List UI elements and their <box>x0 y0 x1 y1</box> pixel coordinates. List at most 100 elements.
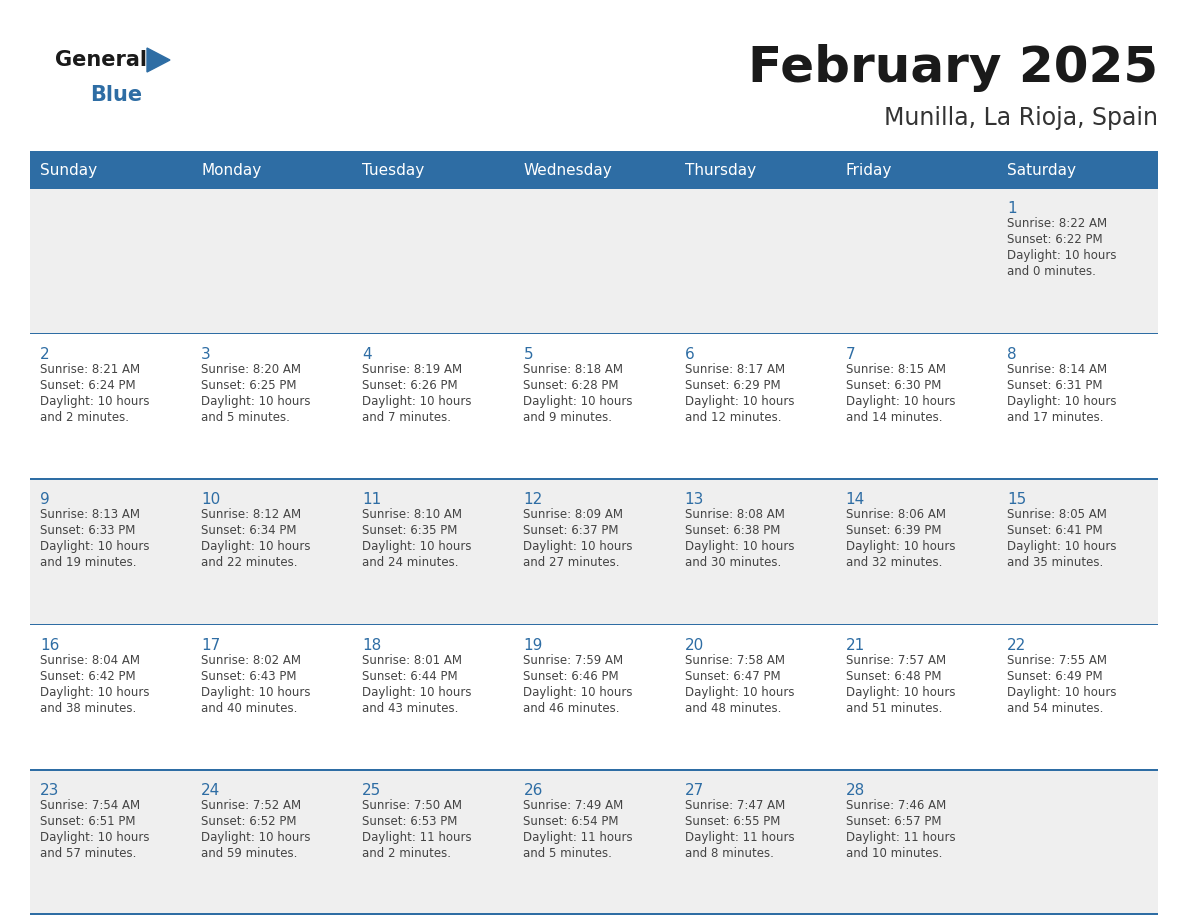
Text: February 2025: February 2025 <box>748 44 1158 92</box>
Bar <box>835 155 997 187</box>
Text: Daylight: 10 hours: Daylight: 10 hours <box>40 686 150 699</box>
Text: Daylight: 10 hours: Daylight: 10 hours <box>684 686 794 699</box>
Text: Daylight: 10 hours: Daylight: 10 hours <box>846 395 955 408</box>
Bar <box>30 187 1158 188</box>
Text: and 38 minutes.: and 38 minutes. <box>40 701 137 715</box>
Text: 18: 18 <box>362 638 381 653</box>
Text: Daylight: 10 hours: Daylight: 10 hours <box>684 395 794 408</box>
Text: and 59 minutes.: and 59 minutes. <box>201 847 297 860</box>
Text: 14: 14 <box>846 492 865 508</box>
Bar <box>675 155 835 187</box>
Text: Sunrise: 8:02 AM: Sunrise: 8:02 AM <box>201 654 301 666</box>
Text: Blue: Blue <box>90 85 143 105</box>
Text: Sunrise: 8:15 AM: Sunrise: 8:15 AM <box>846 363 946 375</box>
Text: and 46 minutes.: and 46 minutes. <box>524 701 620 715</box>
Text: and 19 minutes.: and 19 minutes. <box>40 556 137 569</box>
Bar <box>353 155 513 187</box>
Text: Sunrise: 8:06 AM: Sunrise: 8:06 AM <box>846 509 946 521</box>
Text: Daylight: 10 hours: Daylight: 10 hours <box>524 540 633 554</box>
Text: and 48 minutes.: and 48 minutes. <box>684 701 781 715</box>
Text: General: General <box>55 50 147 70</box>
Text: Sunset: 6:51 PM: Sunset: 6:51 PM <box>40 815 135 828</box>
Text: 20: 20 <box>684 638 703 653</box>
Text: 10: 10 <box>201 492 221 508</box>
Text: Daylight: 10 hours: Daylight: 10 hours <box>846 540 955 554</box>
Text: and 51 minutes.: and 51 minutes. <box>846 701 942 715</box>
Bar <box>30 332 1158 334</box>
Text: Daylight: 10 hours: Daylight: 10 hours <box>201 686 310 699</box>
Text: Friday: Friday <box>846 163 892 178</box>
Bar <box>30 913 1158 915</box>
Text: Daylight: 11 hours: Daylight: 11 hours <box>362 832 472 845</box>
Text: and 17 minutes.: and 17 minutes. <box>1007 410 1104 423</box>
Text: Tuesday: Tuesday <box>362 163 424 178</box>
Text: 11: 11 <box>362 492 381 508</box>
Text: Sunrise: 8:09 AM: Sunrise: 8:09 AM <box>524 509 624 521</box>
Text: Sunrise: 7:46 AM: Sunrise: 7:46 AM <box>846 800 946 812</box>
Text: Sunset: 6:46 PM: Sunset: 6:46 PM <box>524 670 619 683</box>
Text: Daylight: 11 hours: Daylight: 11 hours <box>684 832 795 845</box>
Text: Sunset: 6:57 PM: Sunset: 6:57 PM <box>846 815 941 828</box>
Text: and 0 minutes.: and 0 minutes. <box>1007 265 1095 278</box>
Text: and 7 minutes.: and 7 minutes. <box>362 410 451 423</box>
Text: and 24 minutes.: and 24 minutes. <box>362 556 459 569</box>
Text: Sunrise: 8:14 AM: Sunrise: 8:14 AM <box>1007 363 1107 375</box>
Text: 21: 21 <box>846 638 865 653</box>
Text: 13: 13 <box>684 492 704 508</box>
Text: 6: 6 <box>684 347 694 362</box>
Text: Daylight: 10 hours: Daylight: 10 hours <box>40 540 150 554</box>
Text: 19: 19 <box>524 638 543 653</box>
Text: Sunrise: 7:52 AM: Sunrise: 7:52 AM <box>201 800 302 812</box>
Polygon shape <box>147 48 170 72</box>
Text: Sunrise: 8:01 AM: Sunrise: 8:01 AM <box>362 654 462 666</box>
Text: 28: 28 <box>846 783 865 799</box>
Text: Sunrise: 8:12 AM: Sunrise: 8:12 AM <box>201 509 302 521</box>
Text: Sunset: 6:29 PM: Sunset: 6:29 PM <box>684 378 781 392</box>
Text: Sunrise: 7:50 AM: Sunrise: 7:50 AM <box>362 800 462 812</box>
Text: 12: 12 <box>524 492 543 508</box>
Text: Daylight: 10 hours: Daylight: 10 hours <box>362 540 472 554</box>
Text: Sunset: 6:53 PM: Sunset: 6:53 PM <box>362 815 457 828</box>
Text: Sunset: 6:24 PM: Sunset: 6:24 PM <box>40 378 135 392</box>
Text: Sunset: 6:44 PM: Sunset: 6:44 PM <box>362 670 457 683</box>
Text: Sunset: 6:39 PM: Sunset: 6:39 PM <box>846 524 941 537</box>
Text: Sunrise: 8:18 AM: Sunrise: 8:18 AM <box>524 363 624 375</box>
Text: Daylight: 10 hours: Daylight: 10 hours <box>1007 395 1117 408</box>
Bar <box>30 624 1158 625</box>
Text: Daylight: 10 hours: Daylight: 10 hours <box>1007 249 1117 262</box>
Text: Daylight: 10 hours: Daylight: 10 hours <box>524 686 633 699</box>
Text: Sunset: 6:35 PM: Sunset: 6:35 PM <box>362 524 457 537</box>
Text: and 12 minutes.: and 12 minutes. <box>684 410 781 423</box>
Text: Monday: Monday <box>201 163 261 178</box>
Text: and 35 minutes.: and 35 minutes. <box>1007 556 1104 569</box>
Text: Sunrise: 7:58 AM: Sunrise: 7:58 AM <box>684 654 784 666</box>
Text: Sunrise: 8:10 AM: Sunrise: 8:10 AM <box>362 509 462 521</box>
Text: Sunset: 6:54 PM: Sunset: 6:54 PM <box>524 815 619 828</box>
Text: Sunday: Sunday <box>40 163 97 178</box>
Text: 7: 7 <box>846 347 855 362</box>
Text: Sunrise: 8:04 AM: Sunrise: 8:04 AM <box>40 654 140 666</box>
Bar <box>30 155 191 187</box>
Text: Sunset: 6:25 PM: Sunset: 6:25 PM <box>201 378 297 392</box>
Text: 22: 22 <box>1007 638 1026 653</box>
Text: Sunset: 6:33 PM: Sunset: 6:33 PM <box>40 524 135 537</box>
Text: Sunset: 6:30 PM: Sunset: 6:30 PM <box>846 378 941 392</box>
Text: Sunrise: 8:22 AM: Sunrise: 8:22 AM <box>1007 217 1107 230</box>
Text: 2: 2 <box>40 347 50 362</box>
Text: Wednesday: Wednesday <box>524 163 612 178</box>
Text: Sunrise: 7:57 AM: Sunrise: 7:57 AM <box>846 654 946 666</box>
Text: 24: 24 <box>201 783 221 799</box>
Text: Sunrise: 8:05 AM: Sunrise: 8:05 AM <box>1007 509 1107 521</box>
Text: Daylight: 10 hours: Daylight: 10 hours <box>201 540 310 554</box>
Text: and 5 minutes.: and 5 minutes. <box>201 410 290 423</box>
Text: Daylight: 10 hours: Daylight: 10 hours <box>1007 686 1117 699</box>
Text: Sunset: 6:38 PM: Sunset: 6:38 PM <box>684 524 781 537</box>
Text: and 57 minutes.: and 57 minutes. <box>40 847 137 860</box>
Text: Sunrise: 8:21 AM: Sunrise: 8:21 AM <box>40 363 140 375</box>
Text: Daylight: 10 hours: Daylight: 10 hours <box>362 395 472 408</box>
Bar <box>30 478 1158 480</box>
Text: and 9 minutes.: and 9 minutes. <box>524 410 613 423</box>
Text: Sunrise: 7:47 AM: Sunrise: 7:47 AM <box>684 800 785 812</box>
Text: and 27 minutes.: and 27 minutes. <box>524 556 620 569</box>
Text: Thursday: Thursday <box>684 163 756 178</box>
